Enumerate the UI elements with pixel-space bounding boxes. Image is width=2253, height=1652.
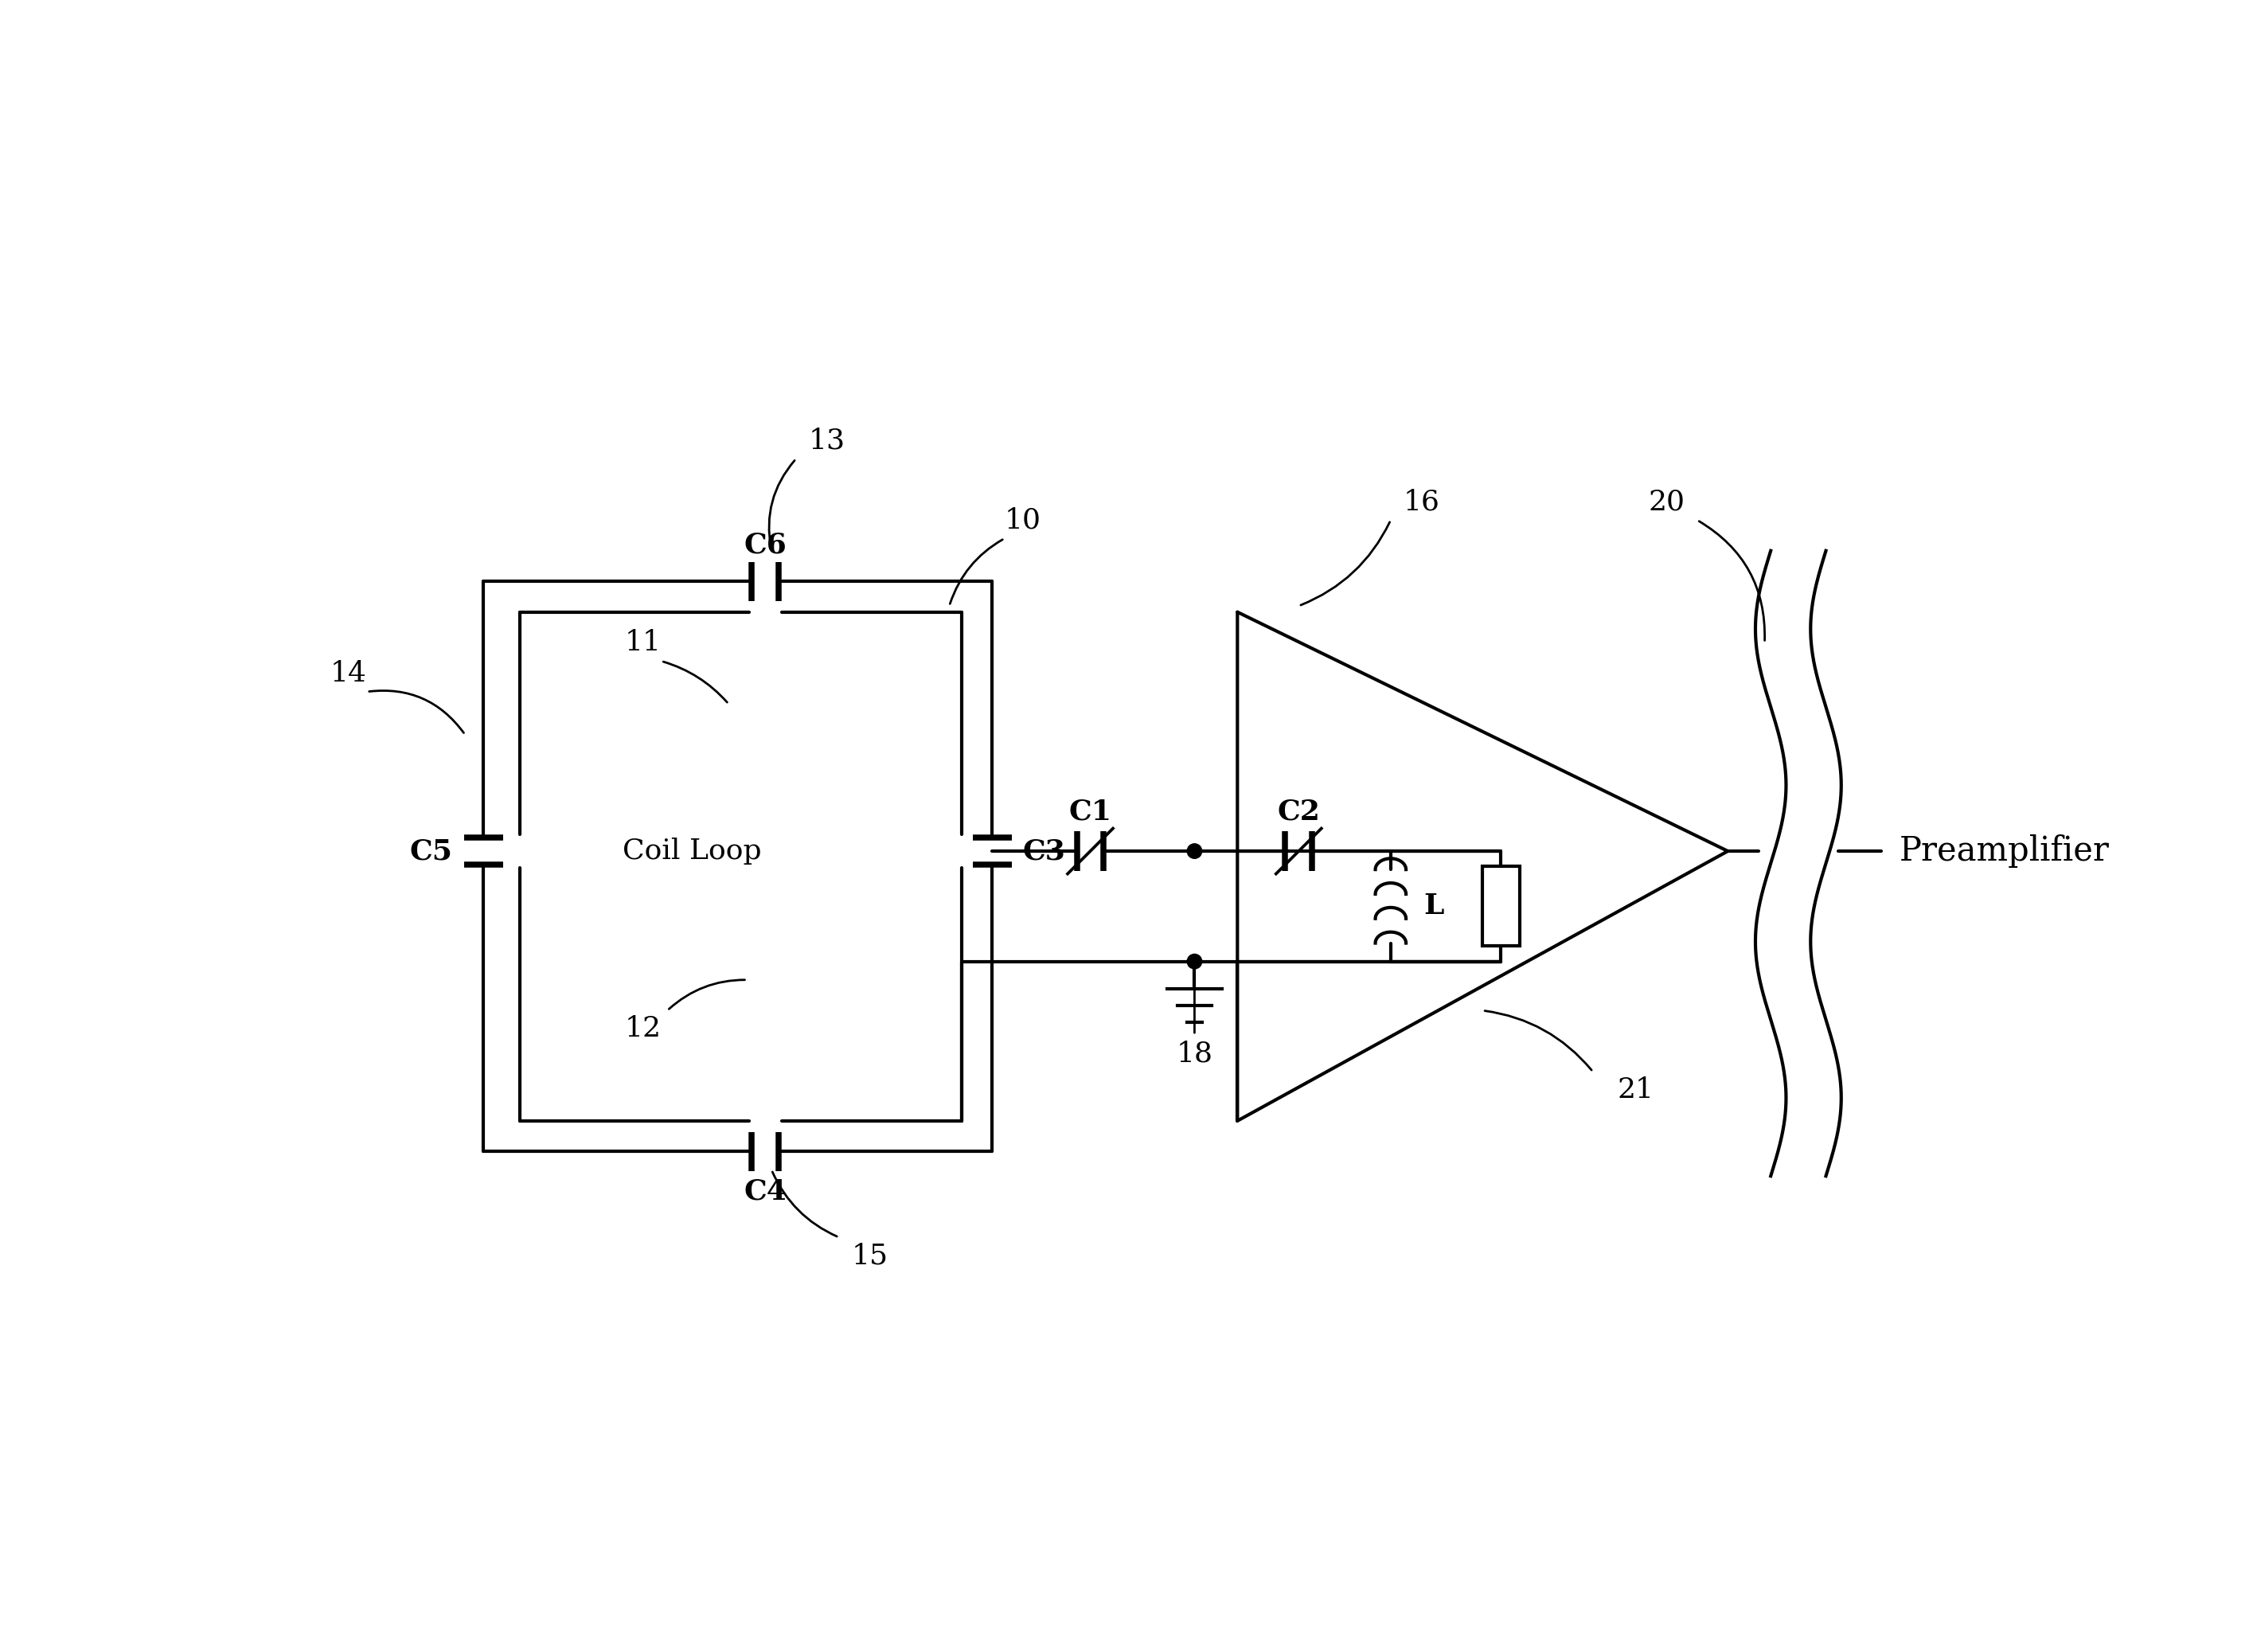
Text: C1: C1 — [1068, 798, 1111, 824]
Text: 21: 21 — [1618, 1077, 1654, 1104]
Text: 13: 13 — [809, 426, 845, 454]
Text: 12: 12 — [624, 1016, 660, 1042]
Text: 14: 14 — [331, 659, 367, 687]
Text: 11: 11 — [624, 629, 660, 656]
Text: C6: C6 — [743, 530, 786, 558]
Text: 18: 18 — [1176, 1039, 1212, 1067]
Text: C4: C4 — [743, 1178, 786, 1204]
Text: L: L — [1424, 892, 1444, 920]
Circle shape — [1187, 955, 1201, 968]
Text: 16: 16 — [1404, 487, 1440, 515]
Circle shape — [1187, 844, 1201, 859]
Text: 15: 15 — [852, 1242, 888, 1269]
Text: 20: 20 — [1649, 487, 1685, 515]
Text: C2: C2 — [1277, 798, 1320, 824]
Text: C5: C5 — [410, 838, 453, 864]
Text: C3: C3 — [1023, 838, 1066, 864]
Text: Coil Loop: Coil Loop — [622, 838, 762, 864]
Text: Preamplifier: Preamplifier — [1899, 834, 2109, 867]
Text: 10: 10 — [1005, 507, 1041, 534]
Bar — [1482, 866, 1519, 947]
